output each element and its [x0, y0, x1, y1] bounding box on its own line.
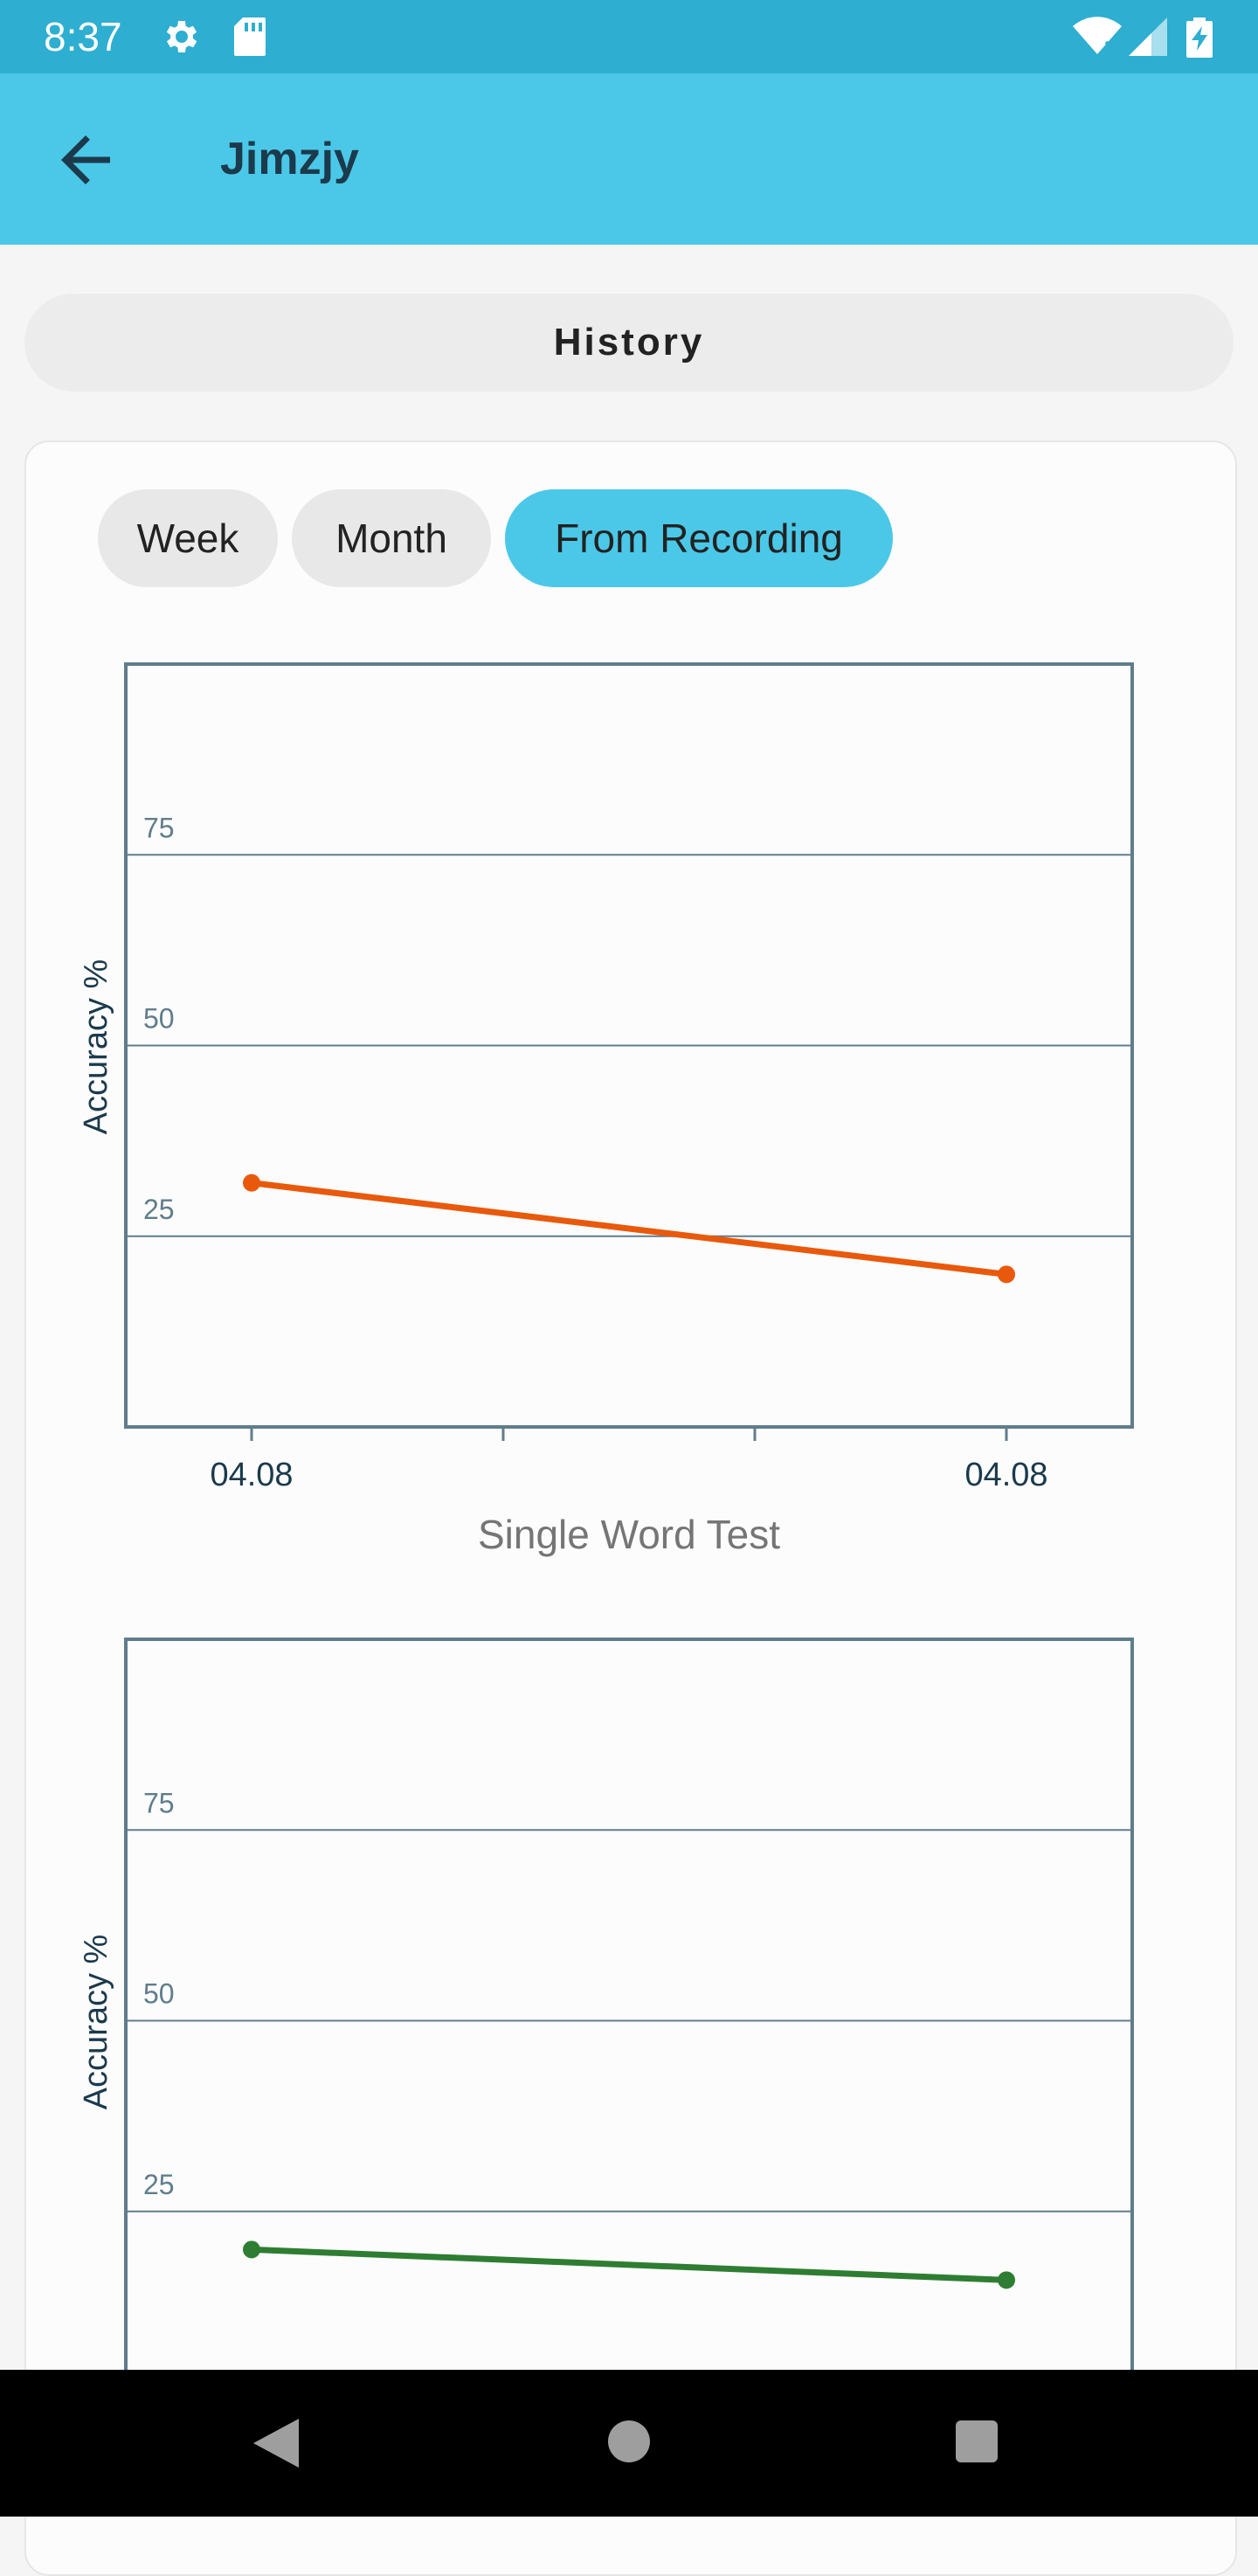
battery-charging-icon: [1186, 17, 1213, 58]
x-tick-label: 04.08: [210, 1457, 293, 1493]
y-axis-label: Accuracy %: [78, 959, 114, 1135]
accuracy-chart-2: 75 50 25 Accuracy %: [78, 1638, 1134, 2370]
series-line: [251, 1180, 1007, 1278]
y-tick-label: 75: [143, 1787, 175, 1818]
sd-card-icon: [234, 17, 266, 56]
status-time: 8:37: [44, 14, 122, 59]
history-card: [24, 440, 1237, 2576]
tab-week[interactable]: Week: [98, 489, 278, 587]
arrow-left-icon[interactable]: [49, 123, 122, 197]
tab-from-recording[interactable]: From Recording: [505, 489, 893, 587]
status-bar: 8:37: [0, 0, 1258, 73]
data-point[interactable]: [243, 2240, 260, 2259]
app-bar: Jimzjy: [0, 73, 1258, 245]
x-tick-label: 04.08: [964, 1457, 1047, 1493]
gear-icon: [166, 21, 197, 52]
app-title: Jimzjy: [220, 134, 359, 184]
y-tick-label: 50: [143, 1003, 175, 1035]
data-point[interactable]: [243, 1174, 260, 1192]
wifi-icon: [1073, 17, 1122, 54]
data-point[interactable]: [998, 1265, 1015, 1284]
back-triangle-icon[interactable]: [250, 2415, 302, 2471]
y-axis-label: Accuracy %: [78, 1935, 114, 2110]
y-tick-label: 50: [143, 1978, 175, 2010]
system-nav-bar: [0, 2370, 1258, 2517]
series-line: [251, 2246, 1007, 2283]
y-tick-label: 25: [143, 2169, 175, 2200]
plot-frame: [124, 1638, 1134, 2370]
data-point[interactable]: [998, 2271, 1015, 2289]
recents-square-icon[interactable]: [954, 2419, 999, 2464]
history-header: History: [24, 294, 1234, 391]
tab-month[interactable]: Month: [292, 489, 491, 587]
signal-icon: [1129, 17, 1167, 56]
y-tick-label: 75: [143, 812, 175, 843]
chart-title: Single Word Test: [478, 1512, 780, 1557]
home-circle-icon[interactable]: [606, 2419, 652, 2464]
single-word-test-chart: 75 50 25 04.08 04.08 Accuracy % Single W…: [78, 662, 1134, 1557]
y-tick-label: 25: [143, 1194, 175, 1225]
